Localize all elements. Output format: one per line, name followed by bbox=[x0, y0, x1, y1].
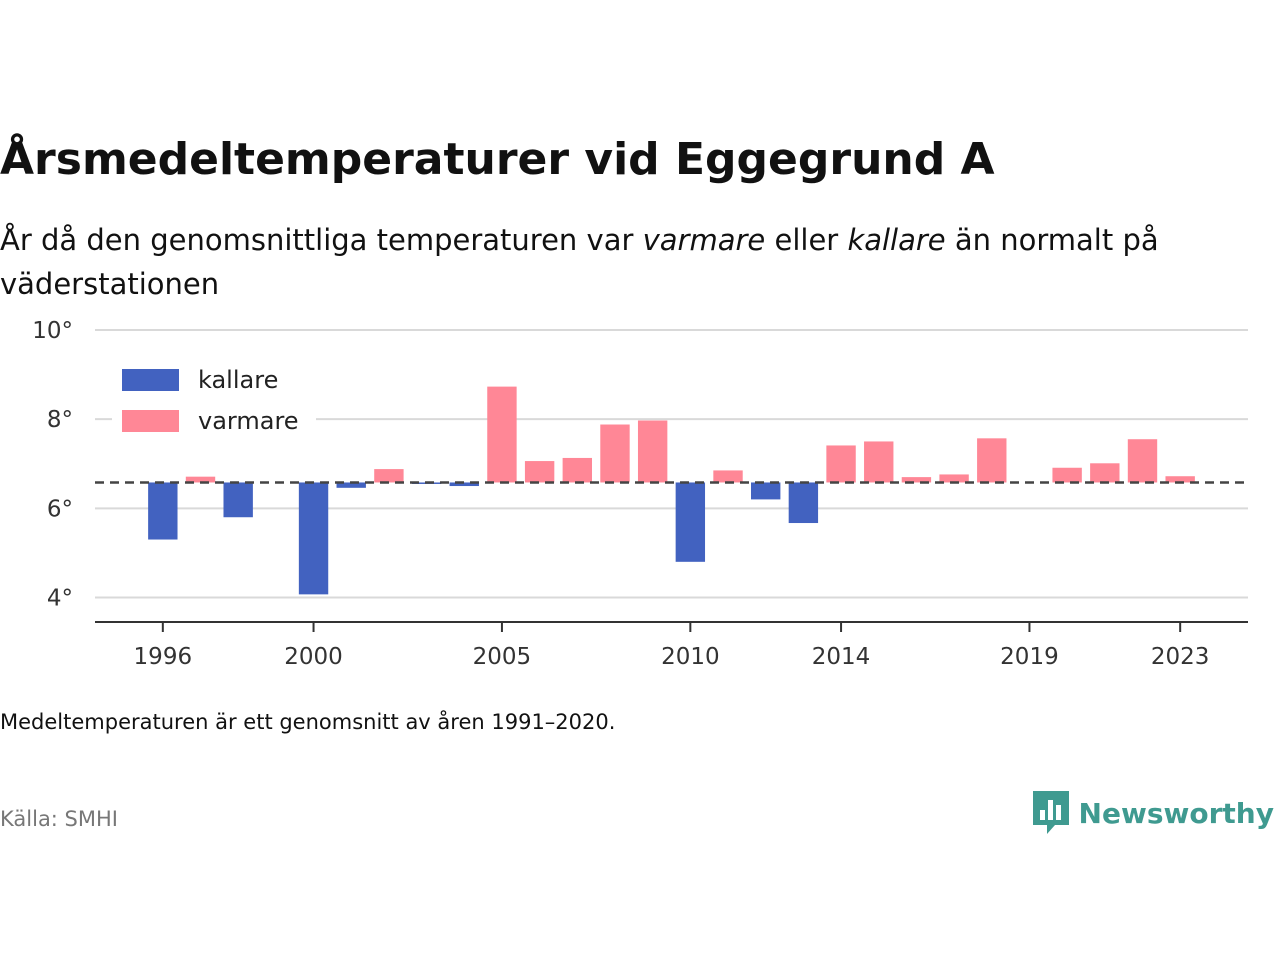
bar-kallare-2001 bbox=[336, 482, 366, 488]
x-axis: 1996 2000 2005 2010 2014 2019 2023 bbox=[95, 621, 1248, 670]
y-tick-label-10: 10° bbox=[32, 320, 73, 344]
brand-name: Newsworthy bbox=[1078, 796, 1274, 830]
bar-varmare-2022 bbox=[1127, 439, 1158, 483]
bar-varmare-2008 bbox=[600, 424, 630, 483]
footnote: Medeltemperaturen är ett genomsnitt av å… bbox=[0, 710, 616, 734]
x-tick-label-2010: 2010 bbox=[661, 644, 720, 670]
bar-varmare-2015 bbox=[864, 441, 894, 483]
bar-kallare-2000 bbox=[298, 482, 329, 595]
y-tick-labels: 4° 6° 8° 10° bbox=[32, 320, 73, 611]
legend-label-kallare: kallare bbox=[198, 366, 278, 394]
bar-varmare-2005 bbox=[487, 386, 517, 483]
bar-kallare-2004 bbox=[449, 482, 479, 487]
bar-kallare-1996 bbox=[148, 482, 178, 540]
bar-varmare-2014 bbox=[826, 445, 856, 483]
x-tick-label-2014: 2014 bbox=[812, 644, 871, 670]
bar-varmare-2007 bbox=[562, 457, 592, 483]
subtitle: År då den genomsnittliga temperaturen va… bbox=[0, 218, 1270, 306]
x-tick-label-2023: 2023 bbox=[1151, 644, 1210, 670]
bar-chart: 4° 6° 8° 10° 1996 2000 2005 2010 2014 2019 2023 k… bbox=[32, 320, 1248, 670]
x-tick-label-2019: 2019 bbox=[1000, 644, 1059, 670]
bar-varmare-2016 bbox=[901, 477, 932, 483]
subtitle-warm: varmare bbox=[642, 223, 766, 257]
bar-varmare-2023 bbox=[1165, 476, 1195, 483]
x-tick-label-1996: 1996 bbox=[134, 644, 193, 670]
bar-varmare-2020 bbox=[1052, 467, 1082, 483]
y-tick-label-6: 6° bbox=[47, 496, 73, 522]
bars bbox=[148, 386, 1195, 595]
bar-varmare-2011 bbox=[713, 470, 743, 483]
bar-varmare-2017 bbox=[939, 474, 969, 483]
legend-swatch-kallare bbox=[122, 369, 179, 391]
y-tick-label-4: 4° bbox=[47, 585, 73, 611]
legend: kallare varmare bbox=[112, 356, 316, 436]
subtitle-text-2: eller bbox=[765, 223, 848, 257]
legend-label-varmare: varmare bbox=[198, 407, 299, 435]
gridlines bbox=[95, 329, 1248, 599]
subtitle-text-3: än normalt på väderstationen bbox=[0, 223, 1159, 301]
legend-swatch-varmare bbox=[122, 410, 179, 432]
bar-kallare-2010 bbox=[675, 482, 706, 562]
newsworthy-logo-icon bbox=[1032, 791, 1069, 834]
bar-kallare-2013 bbox=[788, 482, 819, 524]
bar-varmare-2002 bbox=[374, 469, 404, 483]
bar-varmare-2018 bbox=[977, 438, 1007, 483]
bar-varmare-2009 bbox=[637, 420, 668, 483]
y-tick-label-8: 8° bbox=[47, 407, 73, 433]
bar-kallare-1998 bbox=[223, 482, 253, 518]
bar-varmare-2006 bbox=[524, 461, 555, 483]
source-text: Källa: SMHI bbox=[0, 807, 118, 831]
subtitle-cold: kallare bbox=[847, 223, 946, 257]
subtitle-text-1: År då den genomsnittliga temperaturen va… bbox=[0, 223, 643, 257]
bar-varmare-2021 bbox=[1090, 463, 1120, 483]
x-tick-label-2005: 2005 bbox=[473, 644, 532, 670]
bar-varmare-1997 bbox=[185, 476, 216, 483]
bar-kallare-2012 bbox=[751, 482, 781, 500]
page-title: Årsmedeltemperaturer vid Eggegrund A bbox=[0, 134, 995, 185]
newsworthy-brand[interactable]: Newsworthy bbox=[1032, 790, 1274, 836]
x-tick-label-2000: 2000 bbox=[284, 644, 343, 670]
